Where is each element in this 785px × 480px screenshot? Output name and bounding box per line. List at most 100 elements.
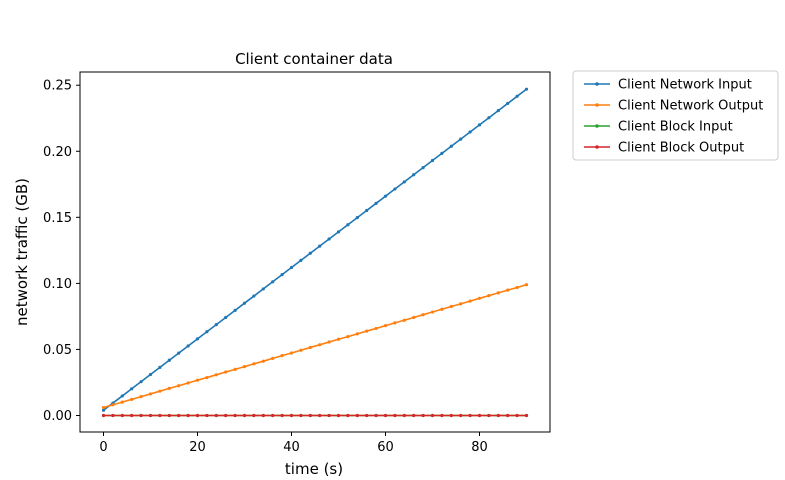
plot-frame (79, 71, 551, 433)
data-point (308, 345, 312, 350)
data-point (355, 215, 359, 220)
data-point (346, 413, 350, 418)
data-point (468, 413, 472, 418)
data-point (440, 307, 444, 311)
x-tick-label: 0 (99, 440, 107, 455)
data-point (477, 296, 482, 300)
legend-label: Client Block Input (618, 120, 733, 135)
data-point (271, 280, 275, 284)
data-point (430, 413, 435, 418)
data-point (496, 291, 500, 295)
data-point (195, 337, 200, 341)
data-point (477, 123, 482, 127)
data-point (130, 413, 134, 418)
legend-item-client-network-output: Client Network Output (584, 99, 763, 114)
data-point (355, 332, 359, 336)
data-point (440, 413, 444, 418)
data-point (167, 386, 171, 390)
data-point (374, 413, 378, 418)
data-point (101, 413, 106, 418)
data-point (383, 324, 388, 328)
x-tick-label: 40 (283, 440, 300, 455)
plot-area (79, 71, 551, 433)
data-point (289, 413, 294, 418)
data-point (496, 413, 500, 418)
data-point (383, 194, 388, 198)
data-point (477, 413, 482, 418)
data-point (440, 151, 444, 155)
data-point (177, 413, 181, 418)
data-point (101, 405, 106, 410)
data-point (139, 380, 143, 384)
data-point (120, 400, 124, 404)
data-point (289, 265, 294, 270)
data-point (205, 375, 209, 380)
x-axis: 0 20 40 60 80 (99, 432, 488, 455)
data-point (280, 273, 284, 277)
data-point (120, 394, 124, 398)
data-point (430, 310, 435, 314)
x-tick-label: 80 (471, 440, 488, 455)
series-client-network-input (101, 87, 529, 412)
data-point (327, 340, 331, 344)
data-point (318, 413, 322, 418)
data-point (271, 413, 275, 418)
data-point (214, 413, 218, 418)
chart-title: Client container data (235, 50, 393, 68)
data-point (205, 330, 209, 334)
data-point (459, 137, 463, 141)
data-point (130, 387, 134, 391)
data-point (506, 288, 510, 292)
data-point (111, 403, 115, 407)
data-point (402, 318, 406, 322)
data-point (383, 413, 388, 418)
y-tick-label: 0.25 (43, 79, 72, 94)
data-point (242, 365, 247, 369)
data-point (299, 413, 303, 418)
series-line (103, 88, 527, 411)
y-tick-label: 0.10 (43, 277, 72, 292)
data-point (139, 394, 143, 399)
data-point (412, 413, 416, 418)
data-point (449, 413, 453, 418)
data-point (252, 413, 256, 418)
data-point (515, 285, 519, 290)
data-point (430, 158, 435, 163)
data-point (402, 413, 406, 418)
data-point (101, 408, 106, 412)
data-point (412, 315, 416, 320)
data-point (195, 413, 200, 418)
data-point (252, 362, 256, 366)
data-point (299, 258, 303, 262)
data-point (261, 287, 265, 291)
data-point (167, 413, 171, 418)
data-point (524, 283, 529, 287)
data-point (346, 335, 350, 339)
x-tick-label: 60 (377, 440, 394, 455)
data-point (261, 413, 265, 418)
data-point (459, 413, 463, 418)
series-group (101, 87, 529, 418)
data-point (242, 301, 247, 305)
data-point (158, 413, 162, 418)
data-point (496, 108, 500, 113)
data-point (233, 413, 237, 418)
data-point (280, 354, 284, 358)
legend-label: Client Network Output (618, 99, 763, 114)
data-point (233, 308, 237, 312)
data-point (515, 94, 519, 98)
data-point (515, 413, 519, 418)
data-point (148, 392, 153, 396)
data-point (506, 413, 510, 418)
data-point (139, 413, 143, 418)
y-tick-label: 0.00 (43, 409, 72, 424)
data-point (205, 413, 209, 418)
legend-label: Client Network Input (618, 78, 752, 93)
data-point (336, 337, 341, 341)
data-point (524, 413, 529, 418)
data-point (412, 173, 416, 177)
data-point (346, 223, 350, 227)
data-point (111, 413, 115, 418)
legend-swatch-marker (595, 82, 599, 86)
series-line (103, 283, 527, 409)
